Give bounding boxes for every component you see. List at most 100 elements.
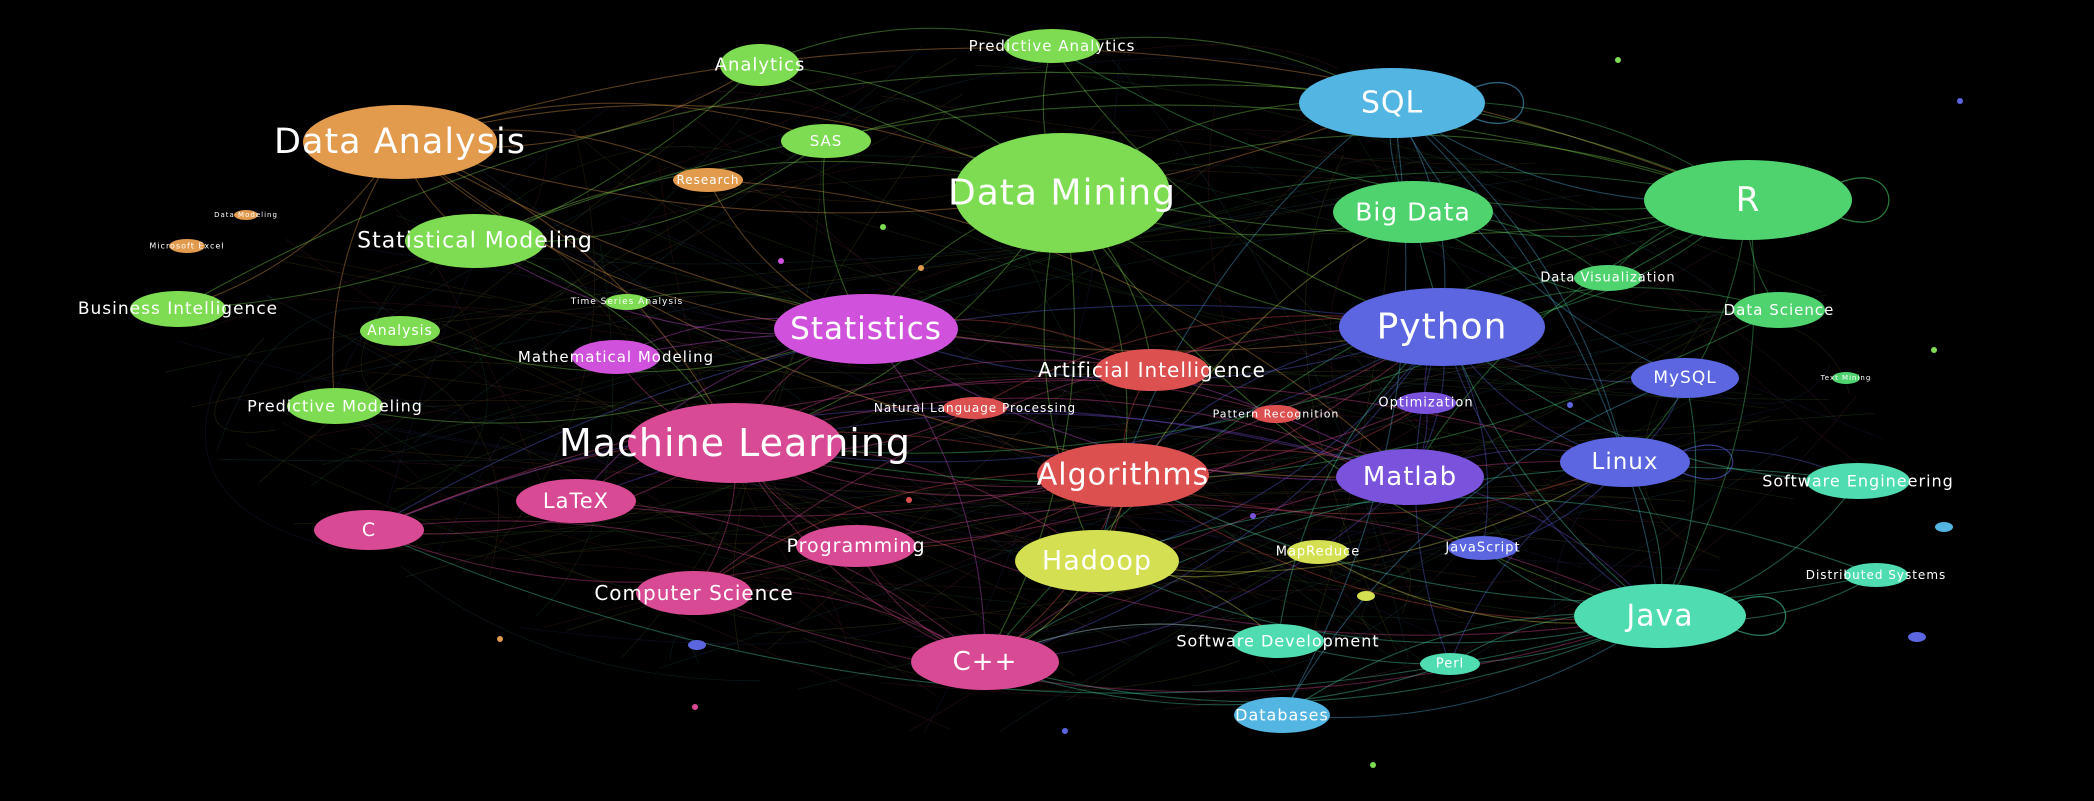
edge-cpp-latex xyxy=(575,500,986,663)
node-sas[interactable] xyxy=(781,124,871,158)
minor-node xyxy=(880,224,886,230)
node-business-intelligence[interactable] xyxy=(130,291,226,327)
node-mapreduce[interactable] xyxy=(1287,540,1349,564)
node-python[interactable] xyxy=(1339,288,1545,366)
background-edge xyxy=(1192,553,1458,687)
background-edge xyxy=(359,419,421,480)
node-data-visualization[interactable] xyxy=(1574,265,1642,291)
node-perl[interactable] xyxy=(1420,653,1480,675)
node-programming[interactable] xyxy=(796,525,916,567)
node-text-mining[interactable] xyxy=(1832,372,1860,384)
node-analysis[interactable] xyxy=(360,316,440,346)
node-microsoft-excel[interactable] xyxy=(169,239,205,253)
background-edge xyxy=(1459,436,1799,665)
node-computer-science[interactable] xyxy=(636,571,752,615)
node-algorithms[interactable] xyxy=(1037,443,1209,507)
node-natural-language-processing[interactable] xyxy=(943,397,1007,419)
edge-python-cpp xyxy=(984,326,1443,663)
minor-node xyxy=(1908,632,1926,642)
node-data-science[interactable] xyxy=(1733,292,1825,328)
minor-node xyxy=(1250,513,1256,519)
edge-sql-mysql xyxy=(1391,102,1686,379)
edge-distributed-systems-algorithms xyxy=(1122,474,1877,603)
node-mysql[interactable] xyxy=(1631,358,1739,398)
node-databases[interactable] xyxy=(1234,697,1330,733)
background-edge xyxy=(676,65,897,115)
background-edge xyxy=(285,238,936,696)
node-software-development[interactable] xyxy=(1232,624,1324,658)
node-machine-learning[interactable] xyxy=(628,403,842,483)
node-layer xyxy=(130,29,1963,768)
node-matlab[interactable] xyxy=(1336,449,1484,505)
minor-node xyxy=(1957,98,1963,104)
label-analysis: Analysis xyxy=(367,323,433,339)
node-data-modeling[interactable] xyxy=(234,210,258,220)
node-time-series-analysis[interactable] xyxy=(605,294,649,310)
background-edge xyxy=(659,297,1765,669)
node-big-data[interactable] xyxy=(1333,181,1493,243)
background-edge xyxy=(688,144,1353,573)
background-edge xyxy=(205,370,339,549)
node-optimization[interactable] xyxy=(1396,392,1456,414)
loop-r xyxy=(1836,177,1890,223)
background-edge xyxy=(1123,506,1555,644)
node-linux[interactable] xyxy=(1560,437,1690,487)
background-edge xyxy=(281,421,1038,618)
background-edge xyxy=(517,618,926,645)
node-java[interactable] xyxy=(1574,584,1746,648)
edge-sql-java xyxy=(1391,102,1661,617)
background-edge xyxy=(882,387,1638,596)
minor-node xyxy=(906,497,912,503)
label-data-analysis: Data Analysis xyxy=(274,122,526,162)
node-pattern-recognition[interactable] xyxy=(1252,405,1300,423)
background-edge xyxy=(400,565,761,682)
label-linux: Linux xyxy=(1592,449,1659,475)
background-edge xyxy=(363,248,1347,572)
label-mathematical-modeling: Mathematical Modeling xyxy=(518,348,714,366)
background-edge xyxy=(307,86,1382,438)
node-predictive-modeling[interactable] xyxy=(287,388,383,424)
label-pattern-recognition: Pattern Recognition xyxy=(1213,408,1340,421)
node-r[interactable] xyxy=(1644,160,1852,240)
background-edge xyxy=(322,158,1428,466)
background-edge xyxy=(673,91,902,136)
background-edge xyxy=(1358,366,1748,604)
background-edge xyxy=(359,330,488,523)
background-edge xyxy=(621,217,1582,569)
node-sql[interactable] xyxy=(1299,68,1485,138)
node-mathematical-modeling[interactable] xyxy=(572,340,660,374)
node-research[interactable] xyxy=(673,168,743,192)
edge-data-analysis-sql xyxy=(399,102,1393,214)
edge-computer-science-java xyxy=(693,592,1661,693)
node-predictive-analytics[interactable] xyxy=(1004,29,1100,63)
node-statistical-modeling[interactable] xyxy=(405,214,545,268)
node-artificial-intelligence[interactable] xyxy=(1095,349,1209,391)
background-edge xyxy=(1541,478,1678,536)
background-edge xyxy=(1390,153,1750,325)
edge-business-intelligence-sql xyxy=(177,72,1393,310)
node-analytics[interactable] xyxy=(720,44,800,86)
background-edge xyxy=(766,112,1374,652)
label-time-series-analysis: Time Series Analysis xyxy=(570,297,684,307)
node-hadoop[interactable] xyxy=(1015,530,1179,592)
minor-node xyxy=(1062,728,1068,734)
edge-research-matlab xyxy=(707,179,1411,478)
node-statistics[interactable] xyxy=(774,294,958,364)
background-edge xyxy=(880,682,1203,702)
background-edge xyxy=(1302,463,1728,577)
node-cpp[interactable] xyxy=(911,634,1059,690)
edge-analytics-r xyxy=(759,64,1749,235)
label-statistical-modeling: Statistical Modeling xyxy=(357,229,593,254)
label-text-mining: Text Mining xyxy=(1820,374,1872,382)
node-data-mining[interactable] xyxy=(954,133,1170,253)
label-statistics: Statistics xyxy=(790,311,942,347)
edge-python-java xyxy=(1441,326,1661,617)
background-edge xyxy=(880,95,1538,165)
node-latex[interactable] xyxy=(516,479,636,523)
node-c[interactable] xyxy=(314,510,424,550)
node-distributed-systems[interactable] xyxy=(1844,563,1908,587)
node-software-engineering[interactable] xyxy=(1806,463,1910,499)
node-data-analysis[interactable] xyxy=(303,105,497,179)
node-javascript[interactable] xyxy=(1448,536,1518,560)
label-java: Java xyxy=(1624,599,1693,634)
